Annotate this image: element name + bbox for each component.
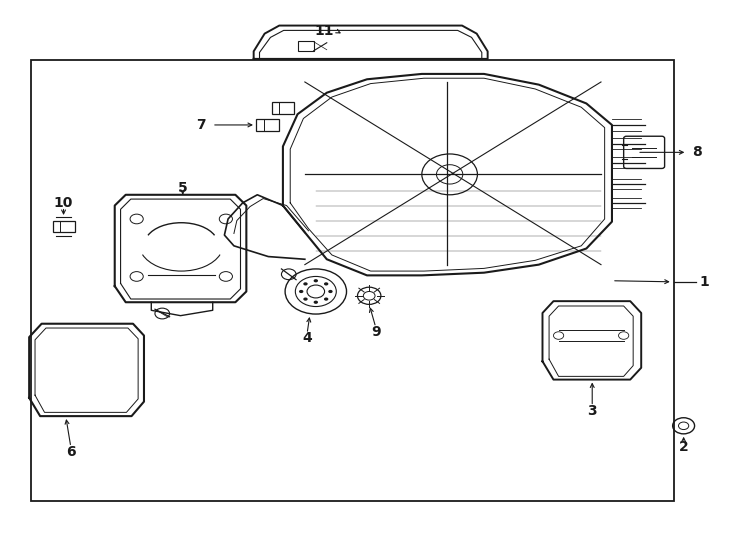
- Circle shape: [313, 279, 318, 282]
- Text: 1: 1: [700, 275, 710, 289]
- Circle shape: [328, 290, 333, 293]
- Bar: [272, 103, 294, 114]
- Bar: [256, 118, 279, 131]
- Bar: [297, 40, 313, 51]
- Bar: [53, 220, 75, 232]
- Text: 11: 11: [315, 24, 334, 38]
- Circle shape: [324, 282, 328, 286]
- Circle shape: [324, 298, 328, 301]
- Text: 8: 8: [692, 145, 702, 159]
- Text: 9: 9: [371, 325, 381, 339]
- Circle shape: [313, 301, 318, 304]
- Text: 7: 7: [197, 118, 206, 132]
- Circle shape: [299, 290, 303, 293]
- Text: 3: 3: [587, 404, 597, 418]
- Circle shape: [303, 298, 308, 301]
- Text: 4: 4: [302, 331, 312, 345]
- Bar: [31, 60, 674, 501]
- FancyBboxPatch shape: [624, 136, 664, 168]
- Circle shape: [303, 282, 308, 286]
- Text: 10: 10: [54, 196, 73, 210]
- Text: 2: 2: [679, 440, 688, 454]
- Text: 6: 6: [66, 444, 76, 458]
- Text: 5: 5: [178, 181, 188, 195]
